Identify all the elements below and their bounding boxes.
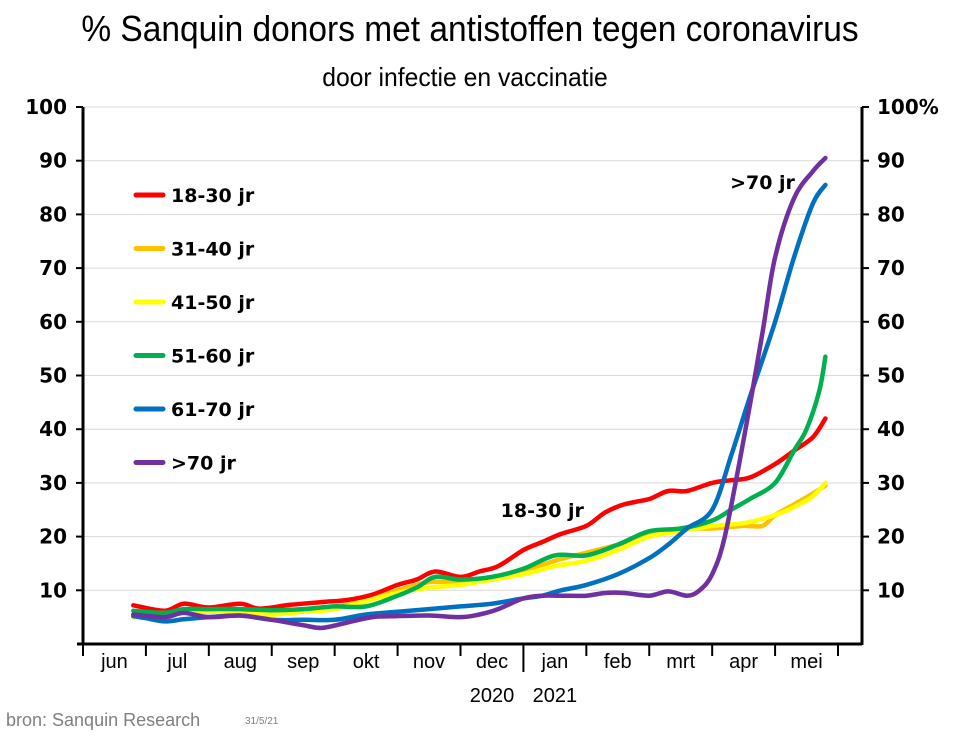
y-tick-label-left: 70 bbox=[39, 256, 67, 280]
y-tick-label-left: 100 bbox=[25, 95, 67, 119]
y-tick-label-left: 60 bbox=[39, 310, 67, 334]
series-line-51-60-jr bbox=[131, 354, 828, 616]
annotation-label: 18-30 jr bbox=[501, 500, 585, 522]
y-tick-label-right: 100% bbox=[877, 95, 939, 119]
y-tick-label-right: 20 bbox=[877, 525, 905, 549]
legend-label: 51-60 jr bbox=[171, 346, 255, 368]
y-tick-label-left: 40 bbox=[39, 417, 67, 441]
chart-subtitle: door infectie en vaccinatie bbox=[322, 62, 608, 92]
y-tick-label-right: 10 bbox=[877, 578, 905, 602]
legend-label: 31-40 jr bbox=[171, 239, 255, 261]
x-tick-label: sep bbox=[287, 651, 319, 673]
y-tick-label-right: 50 bbox=[877, 364, 905, 388]
series-line-70-jr bbox=[131, 155, 828, 631]
x-tick-label: nov bbox=[413, 651, 445, 673]
legend-label: 41-50 jr bbox=[171, 292, 255, 314]
x-tick-label: dec bbox=[476, 651, 508, 673]
legend-label: 18-30 jr bbox=[171, 185, 255, 207]
x-tick-label: jul bbox=[166, 651, 187, 673]
y-tick-label-right: 70 bbox=[877, 256, 905, 280]
y-tick-label-right: 80 bbox=[877, 202, 905, 226]
series-line-41-50-jr bbox=[131, 480, 828, 620]
x-tick-label: jun bbox=[100, 651, 128, 673]
source-note: bron: Sanquin Research bbox=[6, 710, 201, 730]
y-tick-label-right: 30 bbox=[877, 471, 905, 495]
series-lines bbox=[131, 155, 828, 631]
gridlines bbox=[83, 106, 862, 591]
legend: 18-30 jr 31-40 jr 41-50 jr 51-60 jr 61-70 jr… bbox=[133, 185, 255, 475]
y-tick-label-left: 80 bbox=[39, 202, 67, 226]
y-tick-label-left: 50 bbox=[39, 364, 67, 388]
annotations: 18-30 jr >70 jr bbox=[501, 172, 796, 522]
year-label: 2021 bbox=[533, 685, 578, 707]
y-tick-label-right: 60 bbox=[877, 310, 905, 334]
y-tick-label-left: 10 bbox=[39, 578, 67, 602]
x-tick-label: apr bbox=[729, 651, 758, 673]
x-tick-label: feb bbox=[604, 651, 632, 673]
annotation-label: >70 jr bbox=[730, 172, 795, 194]
date-note: 31/5/21 bbox=[245, 716, 279, 727]
legend-label: 61-70 jr bbox=[171, 399, 255, 421]
legend-label: >70 jr bbox=[171, 453, 236, 475]
y-tick-label-left: 30 bbox=[39, 471, 67, 495]
y-tick-label-left: 20 bbox=[39, 525, 67, 549]
y-tick-label-right: 90 bbox=[877, 149, 905, 173]
x-tick-label: okt bbox=[353, 651, 380, 673]
x-tick-label: jan bbox=[541, 651, 569, 673]
x-tick-label: mrt bbox=[666, 651, 695, 673]
year-label: 2020 bbox=[470, 685, 515, 707]
chart-title: % Sanquin donors met antistoffen tegen c… bbox=[81, 8, 859, 49]
y-tick-label-right: 40 bbox=[877, 417, 905, 441]
x-tick-label: mei bbox=[790, 651, 822, 673]
x-tick-label: aug bbox=[224, 651, 257, 673]
y-tick-label-left: 90 bbox=[39, 149, 67, 173]
